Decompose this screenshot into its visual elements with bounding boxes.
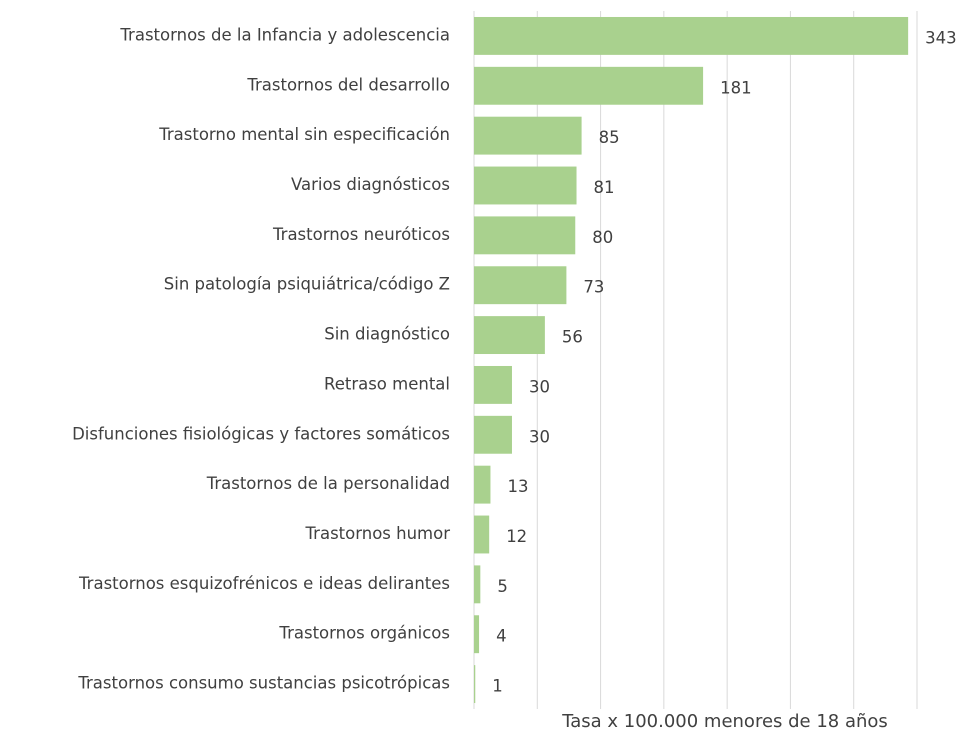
bar xyxy=(474,316,545,355)
bar xyxy=(474,66,704,105)
bar xyxy=(474,465,491,504)
y-tick-label: Trastornos esquizofrénicos e ideas delir… xyxy=(78,574,450,593)
y-tick-label: Varios diagnósticos xyxy=(291,175,450,194)
y-tick-label: Trastornos de la personalidad xyxy=(206,474,450,493)
bar xyxy=(474,415,512,454)
data-label: 12 xyxy=(506,527,527,546)
bar xyxy=(474,266,567,305)
y-tick-label: Disfunciones fisiológicas y factores som… xyxy=(72,424,450,443)
data-label: 85 xyxy=(599,128,620,147)
x-axis-label: Tasa x 100.000 menores de 18 años xyxy=(561,711,888,732)
data-label: 80 xyxy=(592,228,613,247)
data-label: 1 xyxy=(492,677,503,696)
y-tick-label: Trastornos consumo sustancias psicotrópi… xyxy=(77,674,450,693)
y-tick-label: Sin diagnóstico xyxy=(324,325,450,344)
bar xyxy=(474,216,576,255)
y-tick-label: Trastornos humor xyxy=(305,524,451,543)
data-label: 73 xyxy=(583,278,604,297)
bar xyxy=(474,515,490,554)
bar xyxy=(474,166,577,205)
bar xyxy=(474,116,582,155)
bar xyxy=(474,365,512,404)
data-label: 4 xyxy=(496,627,507,646)
bar xyxy=(474,565,481,604)
y-tick-label: Retraso mental xyxy=(324,374,450,393)
y-tick-label: Trastornos del desarrollo xyxy=(246,75,450,94)
data-label: 13 xyxy=(507,477,528,496)
data-label: 343 xyxy=(925,28,957,47)
y-tick-label: Trastornos orgánicos xyxy=(278,624,450,643)
y-tick-label: Sin patología psiquiátrica/código Z xyxy=(164,275,450,294)
y-tick-label: Trastornos neuróticos xyxy=(272,225,450,244)
data-label: 5 xyxy=(497,577,508,596)
data-label: 56 xyxy=(562,328,583,347)
y-tick-label: Trastornos de la Infancia y adolescencia xyxy=(119,25,450,44)
bar xyxy=(474,665,476,704)
data-label: 181 xyxy=(720,78,752,97)
data-label: 30 xyxy=(529,427,550,446)
bar xyxy=(474,615,480,654)
data-label: 30 xyxy=(529,377,550,396)
data-label: 81 xyxy=(594,178,615,197)
bar xyxy=(474,16,909,55)
y-tick-label: Trastorno mental sin especificación xyxy=(158,125,450,144)
